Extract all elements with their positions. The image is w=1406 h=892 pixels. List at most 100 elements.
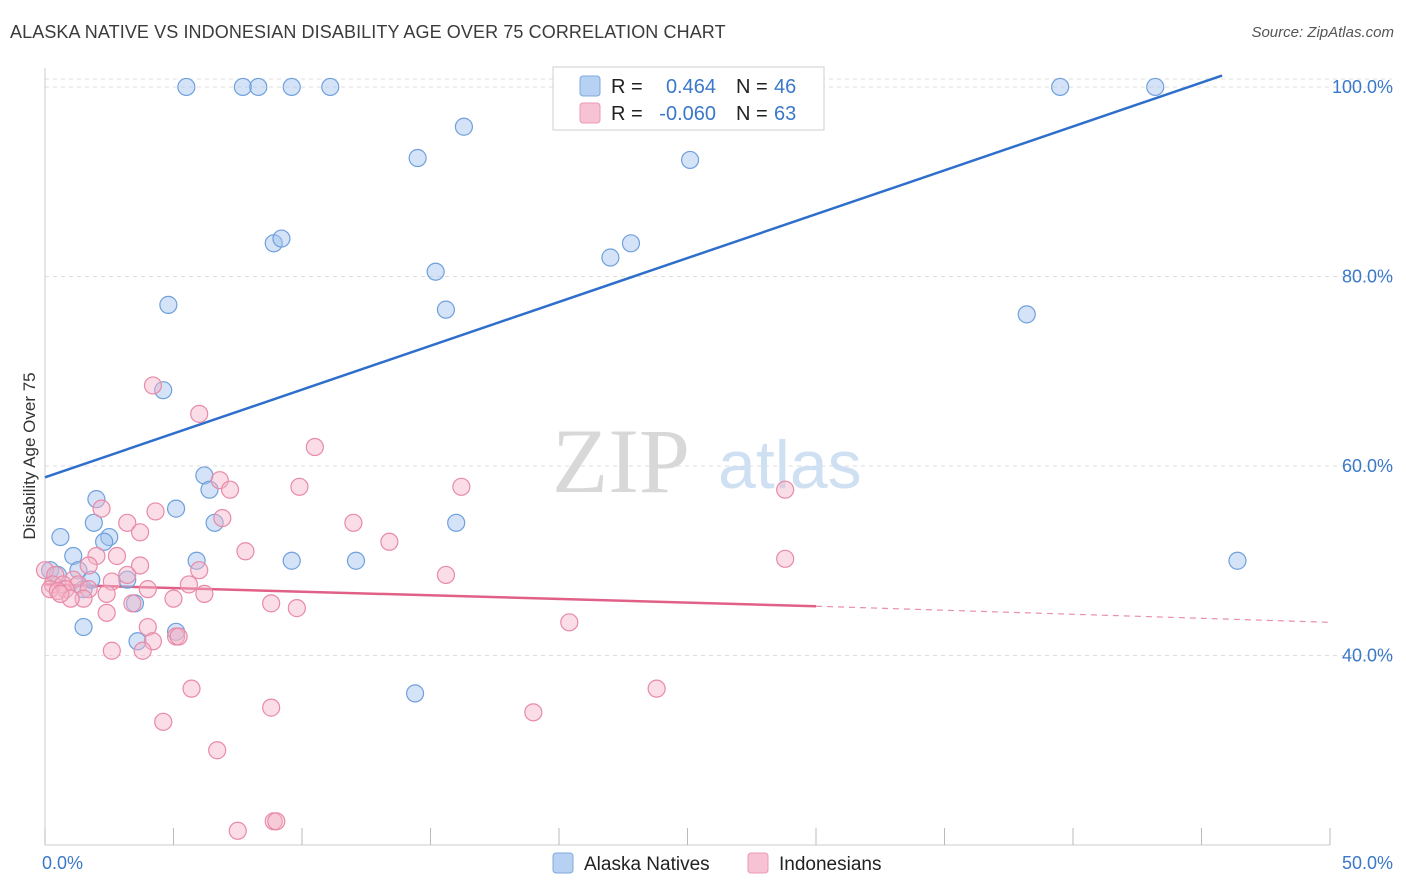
y-axis-label: Disability Age Over 75: [20, 372, 39, 539]
indonesian-point: [102, 641, 121, 660]
indonesian-point: [146, 502, 165, 521]
legend-n-label: N =: [736, 76, 768, 98]
indonesian-point: [228, 821, 247, 840]
y-tick-label: 60.0%: [1342, 456, 1393, 476]
indonesian-point: [138, 617, 157, 637]
alaska-native-point: [601, 248, 620, 267]
x-tick-label: 50.0%: [1342, 853, 1393, 873]
bottom-legend-swatch-indonesian: [747, 852, 769, 874]
indonesian-point: [236, 542, 255, 561]
bottom-legend-swatch-alaska: [552, 852, 574, 874]
legend-r-value: -0.060: [659, 103, 716, 125]
alaska-native-point: [680, 150, 700, 170]
alaska-native-point: [272, 229, 291, 248]
alaska-native-point: [249, 77, 268, 97]
data-points: [35, 77, 1247, 840]
legend-n-value: 46: [774, 76, 796, 98]
indonesian-point: [262, 698, 281, 717]
indonesian-point: [524, 703, 543, 722]
indonesian-point: [776, 480, 795, 499]
indonesian-point: [138, 580, 157, 599]
indonesian-point: [179, 575, 199, 594]
indonesian-point: [97, 603, 116, 622]
y-tick-label: 80.0%: [1342, 266, 1393, 286]
legend: R = 0.464 N = 46 R = -0.060 N = 63: [552, 66, 825, 131]
alaska-native-point: [118, 570, 137, 589]
legend-r-value: 0.464: [666, 76, 716, 98]
bottom-legend-indonesian: Indonesians: [779, 854, 881, 875]
alaska-native-point: [154, 381, 173, 400]
legend-n-value: 63: [774, 103, 796, 125]
alaska-native-trend-line: [44, 74, 1223, 479]
indonesian-point: [560, 613, 579, 632]
indonesian-point: [213, 508, 232, 528]
indonesian-point: [133, 641, 152, 660]
indonesian-point: [51, 584, 70, 603]
indonesian-point: [195, 584, 214, 603]
indonesian-point: [287, 599, 306, 618]
bottom-legend-alaska: Alaska Natives: [584, 854, 710, 875]
alaska-native-point: [408, 148, 427, 168]
indonesian-point: [164, 589, 183, 608]
indonesian-point: [436, 565, 456, 585]
alaska-native-point: [436, 300, 456, 319]
alaska-native-point: [282, 77, 301, 97]
alaska-native-point: [177, 77, 196, 97]
bottom-legend: Alaska Natives Indonesians: [552, 852, 881, 875]
alaska-native-point: [454, 117, 474, 136]
indonesian-point: [305, 437, 324, 457]
alaska-native-point: [64, 546, 83, 566]
alaska-native-point: [159, 295, 178, 314]
indonesian-point: [123, 594, 142, 613]
chart-title: ALASKA NATIVE VS INDONESIAN DISABILITY A…: [10, 22, 726, 42]
alaska-native-point: [84, 513, 103, 532]
indonesian-point: [79, 556, 98, 575]
indonesian-point: [262, 594, 281, 613]
indonesian-point: [143, 376, 163, 395]
indonesian-point: [97, 584, 116, 603]
alaska-native-point: [282, 551, 301, 570]
indonesian-point: [452, 477, 471, 496]
alaska-native-point: [1146, 77, 1165, 97]
grid: [45, 78, 1392, 656]
indonesian-trend-extension: [815, 605, 1331, 623]
alaska-native-point: [51, 527, 70, 547]
indonesian-point: [344, 513, 363, 532]
watermark-zip: ZIP: [552, 410, 690, 512]
tick-labels: 100.0% 80.0% 60.0% 40.0% 0.0% 50.0%: [42, 77, 1393, 873]
watermark-atlas: atlas: [718, 427, 862, 503]
alaska-native-point: [166, 499, 186, 518]
y-tick-label: 100.0%: [1332, 77, 1393, 97]
alaska-native-point: [405, 684, 425, 703]
x-tick-label: 0.0%: [42, 853, 83, 873]
alaska-native-point: [87, 490, 106, 509]
indonesian-point: [118, 565, 137, 585]
indonesian-point: [647, 679, 666, 698]
indonesian-point: [130, 523, 150, 542]
legend-r-label: R =: [611, 76, 643, 98]
alaska-native-point: [321, 77, 340, 97]
source-label: Source: ZipAtlas.com: [1251, 24, 1394, 41]
indonesian-point: [61, 589, 80, 608]
indonesian-point: [776, 549, 795, 568]
indonesian-point: [87, 546, 106, 566]
alaska-native-point: [233, 77, 252, 97]
indonesian-point: [190, 561, 209, 580]
legend-swatch-alaska: [579, 75, 601, 97]
watermark: ZIP atlas: [552, 410, 862, 512]
indonesian-point: [169, 627, 188, 646]
indonesian-trend-line: [44, 583, 817, 608]
alaska-native-point: [74, 617, 93, 637]
alaska-native-point: [447, 513, 466, 532]
trend-lines: [44, 74, 1331, 623]
indonesian-point: [380, 532, 399, 551]
indonesian-point: [74, 589, 93, 608]
legend-n-label: N =: [736, 103, 768, 125]
indonesian-point: [208, 741, 227, 760]
alaska-native-point: [1017, 305, 1036, 324]
alaska-native-point: [426, 262, 445, 281]
legend-swatch-indonesian: [579, 102, 601, 124]
indonesian-point: [79, 580, 98, 599]
indonesian-point: [107, 546, 127, 566]
indonesian-point: [220, 480, 240, 499]
